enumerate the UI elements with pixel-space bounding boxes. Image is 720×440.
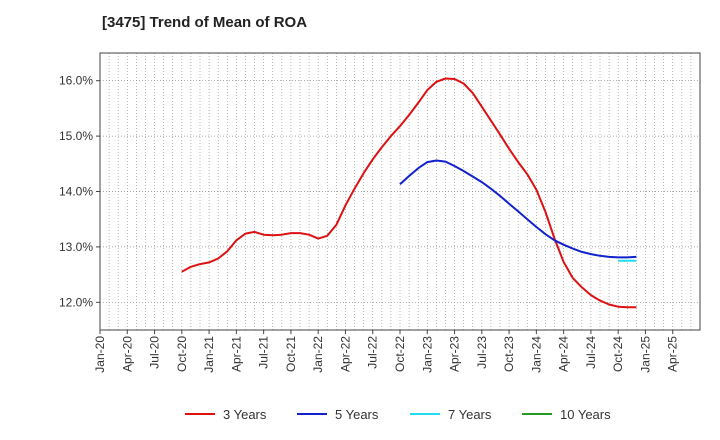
x-tick-label: Jan-22 xyxy=(311,336,325,373)
grid-lines xyxy=(100,53,700,330)
x-tick-label: Apr-25 xyxy=(666,336,680,372)
x-tick-label: Jan-24 xyxy=(529,336,543,373)
x-tick-label: Apr-24 xyxy=(557,336,571,372)
x-tick-label: Apr-21 xyxy=(229,336,243,372)
x-tick-label: Apr-23 xyxy=(448,336,462,372)
x-tick-label: Jan-20 xyxy=(93,336,107,373)
y-tick-label: 14.0% xyxy=(59,185,93,199)
x-tick-label: Jul-23 xyxy=(475,336,489,369)
legend-label-7-years: 7 Years xyxy=(448,407,492,422)
y-tick-label: 16.0% xyxy=(59,74,93,88)
x-tick-label: Jan-23 xyxy=(420,336,434,373)
y-axis: 12.0% 13.0% 14.0% 15.0% 16.0% xyxy=(59,74,100,309)
x-tick-label: Oct-20 xyxy=(175,336,189,372)
x-tick-label: Oct-22 xyxy=(393,336,407,372)
legend: 3 Years 5 Years 7 Years 10 Years xyxy=(185,407,611,422)
chart-title: [3475] Trend of Mean of ROA xyxy=(102,14,308,31)
x-tick-label: Apr-20 xyxy=(120,336,134,372)
x-tick-label: Jul-20 xyxy=(148,336,162,369)
x-tick-label: Jul-24 xyxy=(584,336,598,369)
x-tick-label: Apr-22 xyxy=(338,336,352,372)
legend-label-10-years: 10 Years xyxy=(560,407,611,422)
legend-label-3-years: 3 Years xyxy=(223,407,267,422)
x-tick-label: Oct-21 xyxy=(284,336,298,372)
x-tick-label: Jul-21 xyxy=(257,336,271,369)
x-tick-label: Oct-24 xyxy=(611,336,625,372)
y-tick-label: 15.0% xyxy=(59,129,93,143)
x-axis: Jan-20 Apr-20 Jul-20 Oct-20 Jan-21 Apr-21 Jul-… xyxy=(93,330,680,373)
x-tick-label: Jul-22 xyxy=(366,336,380,369)
x-tick-label: Oct-23 xyxy=(502,336,516,372)
y-tick-label: 13.0% xyxy=(59,240,93,254)
x-tick-label: Jan-21 xyxy=(202,336,216,373)
y-tick-label: 12.0% xyxy=(59,295,93,309)
series-lines xyxy=(181,77,637,309)
legend-label-5-years: 5 Years xyxy=(335,407,379,422)
series-line-3-years xyxy=(181,77,637,309)
series-line-5-years xyxy=(399,159,637,259)
x-tick-label: Jan-25 xyxy=(638,336,652,373)
